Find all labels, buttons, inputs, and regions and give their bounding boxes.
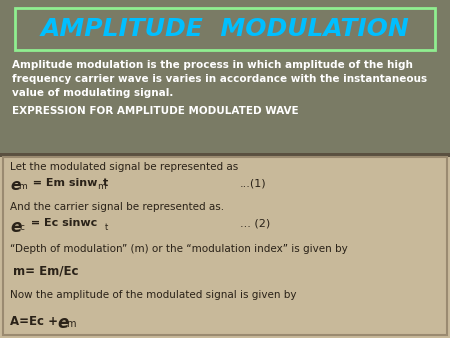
Text: m: m [97, 182, 106, 191]
Text: “Depth of modulation” (m) or the “modulation index” is given by: “Depth of modulation” (m) or the “modula… [10, 244, 348, 254]
Text: = Ec sinwc: = Ec sinwc [27, 218, 97, 228]
Bar [3, 157, 447, 335]
Text: t: t [105, 223, 108, 232]
Text: = Em sinw: = Em sinw [25, 178, 97, 188]
Bar [0, 153, 450, 157]
Bar [15, 8, 435, 50]
Text: frequency carrier wave is varies in accordance with the instantaneous: frequency carrier wave is varies in acco… [12, 74, 427, 84]
Text: c: c [19, 223, 24, 232]
Text: e: e [10, 218, 21, 236]
Text: A=Ec +: A=Ec + [10, 315, 62, 328]
Text: Now the amplitude of the modulated signal is given by: Now the amplitude of the modulated signa… [10, 290, 297, 300]
Text: AMPLITUDE  MODULATION: AMPLITUDE MODULATION [40, 17, 410, 41]
Text: t: t [103, 178, 108, 188]
Text: ...(1): ...(1) [240, 178, 266, 188]
Text: ... (2): ... (2) [240, 218, 270, 228]
Text: e: e [57, 314, 68, 332]
Bar [0, 155, 450, 338]
Text: m: m [66, 319, 76, 329]
Text: value of modulating signal.: value of modulating signal. [12, 88, 173, 98]
Text: e: e [10, 178, 20, 193]
Text: Amplitude modulation is the process in which amplitude of the high: Amplitude modulation is the process in w… [12, 60, 413, 70]
Text: m= Em/Ec: m= Em/Ec [13, 265, 78, 278]
Text: m: m [18, 182, 27, 191]
Text: EXPRESSION FOR AMPLITUDE MODULATED WAVE: EXPRESSION FOR AMPLITUDE MODULATED WAVE [12, 106, 299, 116]
Text: And the carrier signal be represented as.: And the carrier signal be represented as… [10, 202, 224, 212]
Text: Let the modulated signal be represented as: Let the modulated signal be represented … [10, 162, 238, 172]
